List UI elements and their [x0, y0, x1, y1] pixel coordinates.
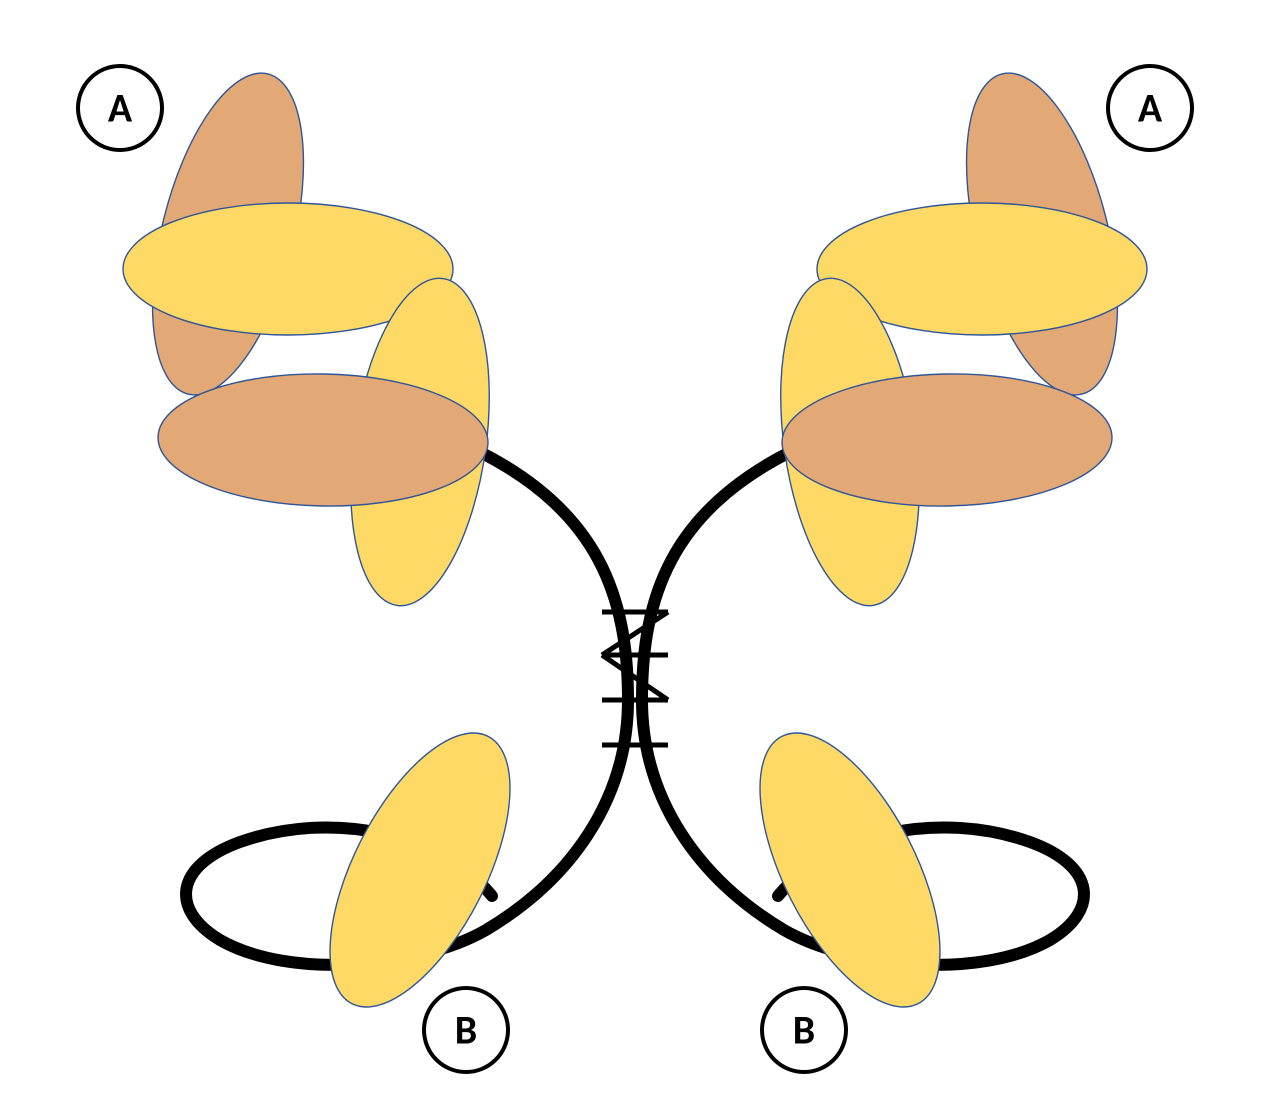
- label-B-right: B: [762, 988, 846, 1072]
- label-text-A-left: A: [108, 84, 133, 133]
- right-yellow-foot: [723, 706, 977, 1033]
- label-text-A-right: A: [1138, 84, 1163, 133]
- label-B-left: B: [424, 988, 508, 1072]
- label-text-B-right: B: [793, 1006, 815, 1055]
- label-text-B-left: B: [455, 1006, 477, 1055]
- label-A-left: A: [78, 66, 162, 150]
- label-A-right: A: [1108, 66, 1192, 150]
- left-yellow-foot: [293, 706, 547, 1033]
